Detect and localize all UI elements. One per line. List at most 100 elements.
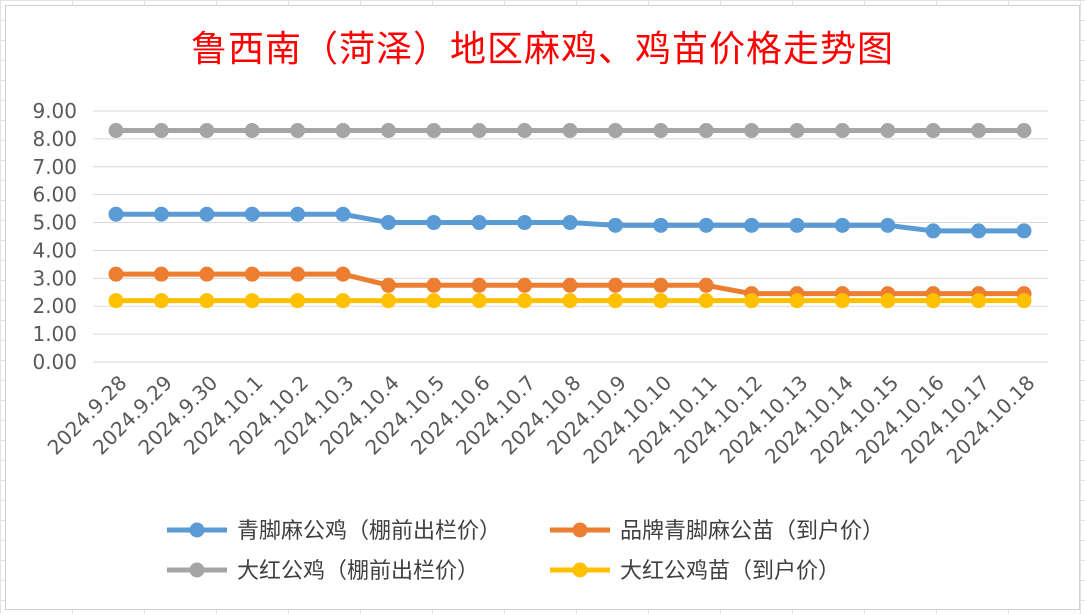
data-point[interactable] bbox=[290, 266, 306, 282]
legend-marker bbox=[189, 522, 205, 538]
data-point[interactable] bbox=[925, 223, 941, 239]
data-point[interactable] bbox=[153, 266, 169, 282]
data-point[interactable] bbox=[971, 223, 987, 239]
y-tick-label: 2.00 bbox=[32, 294, 77, 318]
chart-area[interactable] bbox=[5, 5, 1080, 610]
data-point[interactable] bbox=[1016, 123, 1032, 139]
data-point[interactable] bbox=[244, 123, 260, 139]
data-point[interactable] bbox=[1016, 223, 1032, 239]
data-point[interactable] bbox=[471, 215, 487, 231]
data-point[interactable] bbox=[653, 293, 669, 309]
data-point[interactable] bbox=[653, 277, 669, 293]
data-point[interactable] bbox=[108, 206, 124, 222]
legend: 青脚麻公鸡（棚前出栏价） 品牌青脚麻公苗（到户价） 大红公鸡（棚前出栏价） 大红公鸡苗… bbox=[167, 519, 884, 584]
data-point[interactable] bbox=[290, 293, 306, 309]
data-point[interactable] bbox=[607, 277, 623, 293]
data-point[interactable] bbox=[925, 123, 941, 139]
data-point[interactable] bbox=[834, 217, 850, 233]
data-point[interactable] bbox=[880, 217, 896, 233]
data-point[interactable] bbox=[426, 293, 442, 309]
data-point[interactable] bbox=[108, 266, 124, 282]
data-point[interactable] bbox=[744, 123, 760, 139]
data-point[interactable] bbox=[244, 266, 260, 282]
data-point[interactable] bbox=[426, 123, 442, 139]
data-point[interactable] bbox=[698, 277, 714, 293]
data-point[interactable] bbox=[108, 293, 124, 309]
data-point[interactable] bbox=[517, 293, 533, 309]
data-point[interactable] bbox=[698, 293, 714, 309]
data-point[interactable] bbox=[380, 215, 396, 231]
data-point[interactable] bbox=[1016, 293, 1032, 309]
y-tick-label: 6.00 bbox=[32, 183, 77, 207]
data-point[interactable] bbox=[653, 217, 669, 233]
data-point[interactable] bbox=[335, 123, 351, 139]
data-point[interactable] bbox=[834, 123, 850, 139]
data-point[interactable] bbox=[290, 123, 306, 139]
data-point[interactable] bbox=[244, 293, 260, 309]
data-point[interactable] bbox=[744, 217, 760, 233]
data-point[interactable] bbox=[153, 123, 169, 139]
data-point[interactable] bbox=[380, 277, 396, 293]
data-point[interactable] bbox=[380, 293, 396, 309]
y-tick-label: 5.00 bbox=[32, 211, 77, 235]
data-point[interactable] bbox=[517, 215, 533, 231]
data-point[interactable] bbox=[244, 206, 260, 222]
data-point[interactable] bbox=[698, 217, 714, 233]
data-point[interactable] bbox=[744, 293, 760, 309]
data-point[interactable] bbox=[880, 123, 896, 139]
data-point[interactable] bbox=[426, 215, 442, 231]
data-point[interactable] bbox=[925, 293, 941, 309]
data-point[interactable] bbox=[971, 123, 987, 139]
data-point[interactable] bbox=[607, 217, 623, 233]
legend-item[interactable]: 青脚麻公鸡（棚前出栏价） bbox=[167, 519, 501, 544]
data-point[interactable] bbox=[880, 293, 896, 309]
series bbox=[108, 293, 1032, 309]
data-point[interactable] bbox=[789, 123, 805, 139]
data-point[interactable] bbox=[153, 206, 169, 222]
data-point[interactable] bbox=[607, 293, 623, 309]
data-point[interactable] bbox=[517, 277, 533, 293]
data-point[interactable] bbox=[562, 215, 578, 231]
data-point[interactable] bbox=[471, 123, 487, 139]
y-axis-ticks: 0.00 1.00 2.00 3.00 4.00 5.00 6.00 7.00 8.00 9.00 bbox=[32, 99, 77, 374]
data-point[interactable] bbox=[607, 123, 623, 139]
data-point[interactable] bbox=[426, 277, 442, 293]
legend-label: 大红公鸡苗（到户价） bbox=[620, 559, 840, 584]
data-point[interactable] bbox=[335, 266, 351, 282]
legend-label: 品牌青脚麻公苗（到户价） bbox=[620, 519, 884, 544]
legend-marker bbox=[189, 562, 205, 578]
data-point[interactable] bbox=[290, 206, 306, 222]
series bbox=[108, 123, 1032, 139]
data-point[interactable] bbox=[199, 123, 215, 139]
data-point[interactable] bbox=[108, 123, 124, 139]
data-point[interactable] bbox=[471, 293, 487, 309]
data-point[interactable] bbox=[562, 123, 578, 139]
data-point[interactable] bbox=[471, 277, 487, 293]
data-point[interactable] bbox=[562, 293, 578, 309]
data-point[interactable] bbox=[653, 123, 669, 139]
data-point[interactable] bbox=[517, 123, 533, 139]
data-point[interactable] bbox=[380, 123, 396, 139]
data-point[interactable] bbox=[698, 123, 714, 139]
data-point[interactable] bbox=[834, 293, 850, 309]
data-point[interactable] bbox=[153, 293, 169, 309]
legend-item[interactable]: 品牌青脚麻公苗（到户价） bbox=[550, 519, 884, 544]
data-point[interactable] bbox=[562, 277, 578, 293]
series-lines bbox=[108, 123, 1032, 309]
legend-marker bbox=[572, 562, 588, 578]
y-tick-label: 3.00 bbox=[32, 266, 77, 290]
data-point[interactable] bbox=[199, 206, 215, 222]
data-point[interactable] bbox=[199, 293, 215, 309]
data-point[interactable] bbox=[971, 293, 987, 309]
data-point[interactable] bbox=[789, 293, 805, 309]
legend-item[interactable]: 大红公鸡（棚前出栏价） bbox=[167, 559, 479, 584]
chart-title: 鲁西南（菏泽）地区麻鸡、鸡苗价格走势图 bbox=[190, 29, 894, 70]
legend-item[interactable]: 大红公鸡苗（到户价） bbox=[550, 559, 840, 584]
data-point[interactable] bbox=[335, 206, 351, 222]
data-point[interactable] bbox=[335, 293, 351, 309]
data-point[interactable] bbox=[789, 217, 805, 233]
y-tick-label: 0.00 bbox=[32, 350, 77, 374]
y-tick-label: 8.00 bbox=[32, 127, 77, 151]
data-point[interactable] bbox=[199, 266, 215, 282]
